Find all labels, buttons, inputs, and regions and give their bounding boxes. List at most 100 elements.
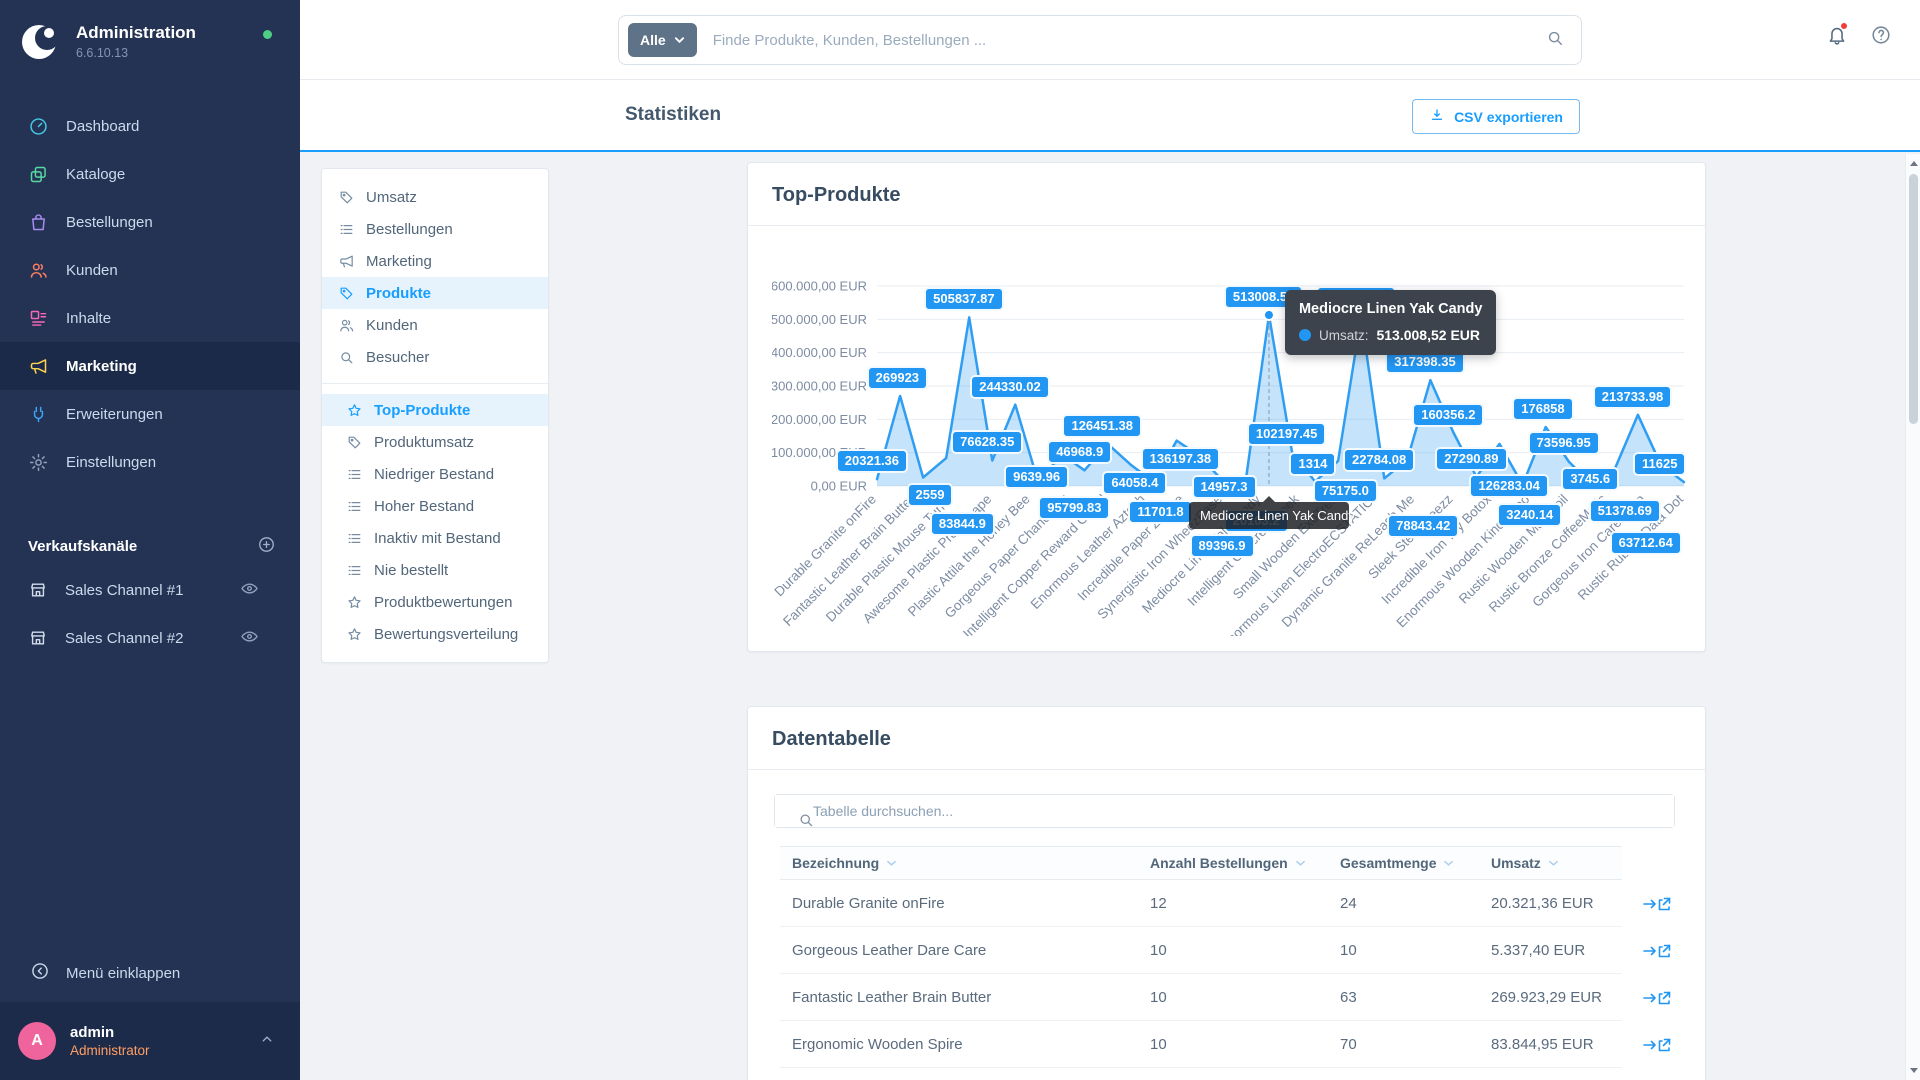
column-header-bezeichnung[interactable]: Bezeichnung xyxy=(780,855,1138,871)
sidebar-item-inhalte[interactable]: Inhalte xyxy=(0,294,300,342)
sidebar-item-sales-channel-1[interactable]: Sales Channel #1 xyxy=(0,566,300,614)
bag-icon xyxy=(32,213,45,230)
stats-nav-item-kunden[interactable]: Kunden xyxy=(322,309,548,341)
open-product-button[interactable] xyxy=(1622,943,1692,959)
scroll-down-arrow[interactable] xyxy=(1906,1063,1920,1078)
content-area: Umsatz Bestellungen Marketing Produkte Kunde… xyxy=(300,154,1905,1080)
table-header-row: Bezeichnung Anzahl Bestellungen Gesamtmeng… xyxy=(780,846,1622,880)
data-point-label: 63712.64 xyxy=(1609,530,1682,555)
stats-nav-item-bewertungsverteilung[interactable]: Bewertungsverteilung xyxy=(322,618,548,650)
open-product-icon[interactable] xyxy=(1642,943,1672,959)
sidebar-item-erweiterungen[interactable]: Erweiterungen xyxy=(0,390,300,438)
search-input[interactable] xyxy=(712,31,1545,49)
data-table-card: Datentabelle Bezeichnung Anzahl Bestellun… xyxy=(747,706,1706,1080)
column-header-anzahl-bestellungen[interactable]: Anzahl Bestellungen xyxy=(1138,855,1328,871)
open-product-icon[interactable] xyxy=(1642,990,1672,1006)
table-cell: 24 xyxy=(1340,894,1357,912)
stats-nav-item-niedriger-bestand[interactable]: Niedriger Bestand xyxy=(322,458,548,490)
sidebar-item-bestellungen[interactable]: Bestellungen xyxy=(0,198,300,246)
table-row-main[interactable]: Durable Granite onFire 12 24 20.321,36 EUR xyxy=(780,880,1622,927)
table-cell: 10 xyxy=(1340,941,1357,959)
open-product-button[interactable] xyxy=(1622,990,1692,1006)
stats-nav-label: Bestellungen xyxy=(366,220,453,238)
data-point-label: 51378.69 xyxy=(1588,498,1661,523)
open-product-button[interactable] xyxy=(1622,1037,1692,1053)
column-header-gesamtmenge[interactable]: Gesamtmenge xyxy=(1328,855,1479,871)
table-cell: Durable Granite onFire xyxy=(792,894,945,912)
stats-nav-item-produktbewertungen[interactable]: Produktbewertungen xyxy=(322,586,548,618)
stats-nav-item-bestellungen[interactable]: Bestellungen xyxy=(322,213,548,245)
open-product-button[interactable] xyxy=(1622,896,1692,912)
stats-nav-item-marketing[interactable]: Marketing xyxy=(322,245,548,277)
collapse-menu-button[interactable]: Menü einklappen xyxy=(0,944,300,1002)
open-product-icon[interactable] xyxy=(1642,896,1672,912)
user-menu[interactable]: A admin Administrator xyxy=(0,1002,300,1080)
main-area: Alle Statistiken CSV exportieren UmsatzB… xyxy=(300,0,1920,1080)
notifications-button[interactable] xyxy=(1826,22,1848,51)
stats-nav-label: Produktumsatz xyxy=(374,433,475,451)
data-point-label: 3745.6 xyxy=(1561,466,1620,491)
sort-chevron-icon[interactable] xyxy=(1548,859,1559,867)
sidebar-item-kunden[interactable]: Kunden xyxy=(0,246,300,294)
stats-nav-item-inaktiv-mit-bestand[interactable]: Inaktiv mit Bestand xyxy=(322,522,548,554)
sidebar-item-kataloge[interactable]: Kataloge xyxy=(0,150,300,198)
sidebar: Administration 6.6.10.13 Dashboard Katalo… xyxy=(0,0,300,1080)
data-point-label: 126451.38 xyxy=(1062,413,1142,438)
search-icon[interactable] xyxy=(1545,28,1565,53)
sidebar-item-label: Inhalte xyxy=(66,309,112,327)
sidebar-item-einstellungen[interactable]: Einstellungen xyxy=(0,438,300,486)
sidebar-item-marketing[interactable]: Marketing xyxy=(0,342,300,390)
sales-channel-list: Sales Channel #1 Sales Channel #2 xyxy=(0,566,300,662)
eye-icon[interactable] xyxy=(240,579,276,602)
content-icon xyxy=(30,310,47,326)
stats-nav-item-produkte[interactable]: Produkte xyxy=(322,277,548,309)
scrollbar-thumb[interactable] xyxy=(1909,174,1918,424)
sort-chevron-icon[interactable] xyxy=(886,859,897,867)
table-row-main[interactable]: Fantastic Leather Brain Butter 10 63 269.92… xyxy=(780,974,1622,1021)
eye-icon[interactable] xyxy=(240,627,276,650)
csv-export-button[interactable]: CSV exportieren xyxy=(1412,99,1580,134)
open-product-icon[interactable] xyxy=(1642,1037,1672,1053)
table-row-main[interactable]: Gorgeous Leather Dare Care 10 10 5.337,40 E… xyxy=(780,927,1622,974)
table-cell: 269.923,29 EUR xyxy=(1491,988,1602,1006)
add-sales-channel-button[interactable] xyxy=(257,535,276,558)
store-icon xyxy=(31,631,45,645)
stats-nav-label: Marketing xyxy=(366,252,432,270)
sidebar-item-sales-channel-2[interactable]: Sales Channel #2 xyxy=(0,614,300,662)
stats-nav-item-hoher-bestand[interactable]: Hoher Bestand xyxy=(322,490,548,522)
sort-chevron-icon[interactable] xyxy=(1295,859,1306,867)
catalog-icon xyxy=(30,166,46,182)
svg-text:0,00 EUR: 0,00 EUR xyxy=(811,479,867,494)
data-point-label: 176858 xyxy=(1512,397,1574,422)
app-version: 6.6.10.13 xyxy=(76,46,129,60)
sidebar-item-label: Bestellungen xyxy=(66,213,153,231)
svg-text:200.000,00 EUR: 200.000,00 EUR xyxy=(772,412,867,427)
vertical-scrollbar[interactable] xyxy=(1905,154,1920,1080)
data-point-label: 1314 xyxy=(1289,451,1337,476)
table-row-main[interactable]: Ergonomic Wooden Spire 10 70 83.844,95 EUR xyxy=(780,1021,1622,1068)
search-filter-label: Alle xyxy=(640,32,666,48)
help-button[interactable] xyxy=(1870,24,1892,51)
data-point-label: 64058.4 xyxy=(1102,470,1168,495)
eye-icon xyxy=(241,582,258,594)
sales-channel-label: Sales Channel #2 xyxy=(65,629,184,647)
table-row: Durable Granite onFire 12 24 20.321,36 EUR xyxy=(780,880,1705,927)
tag-icon xyxy=(340,287,353,299)
stats-nav-item-umsatz[interactable]: Umsatz xyxy=(322,181,548,213)
stats-nav-label: Produktbewertungen xyxy=(374,593,513,611)
sidebar-item-dashboard[interactable]: Dashboard xyxy=(0,102,300,150)
table-search-input[interactable] xyxy=(775,795,1674,827)
stats-nav-item-nie-bestellt[interactable]: Nie bestellt xyxy=(322,554,548,586)
search-filter-dropdown[interactable]: Alle xyxy=(628,23,697,57)
stats-nav-item-top-produkte[interactable]: Top-Produkte xyxy=(322,394,548,426)
stats-nav-label: Niedriger Bestand xyxy=(374,465,495,483)
sidebar-menu: Dashboard Kataloge Bestellungen Kunden Inhal… xyxy=(0,102,300,486)
sort-chevron-icon[interactable] xyxy=(1443,859,1454,867)
data-point-label: 46968.9 xyxy=(1047,440,1113,465)
column-header-umsatz[interactable]: Umsatz xyxy=(1479,855,1622,871)
sidebar-item-label: Kunden xyxy=(66,261,118,279)
stats-nav-item-besucher[interactable]: Besucher xyxy=(322,341,548,373)
scroll-up-arrow[interactable] xyxy=(1906,156,1920,171)
stats-nav-item-produktumsatz[interactable]: Produktumsatz xyxy=(322,426,548,458)
list-icon xyxy=(348,501,361,511)
